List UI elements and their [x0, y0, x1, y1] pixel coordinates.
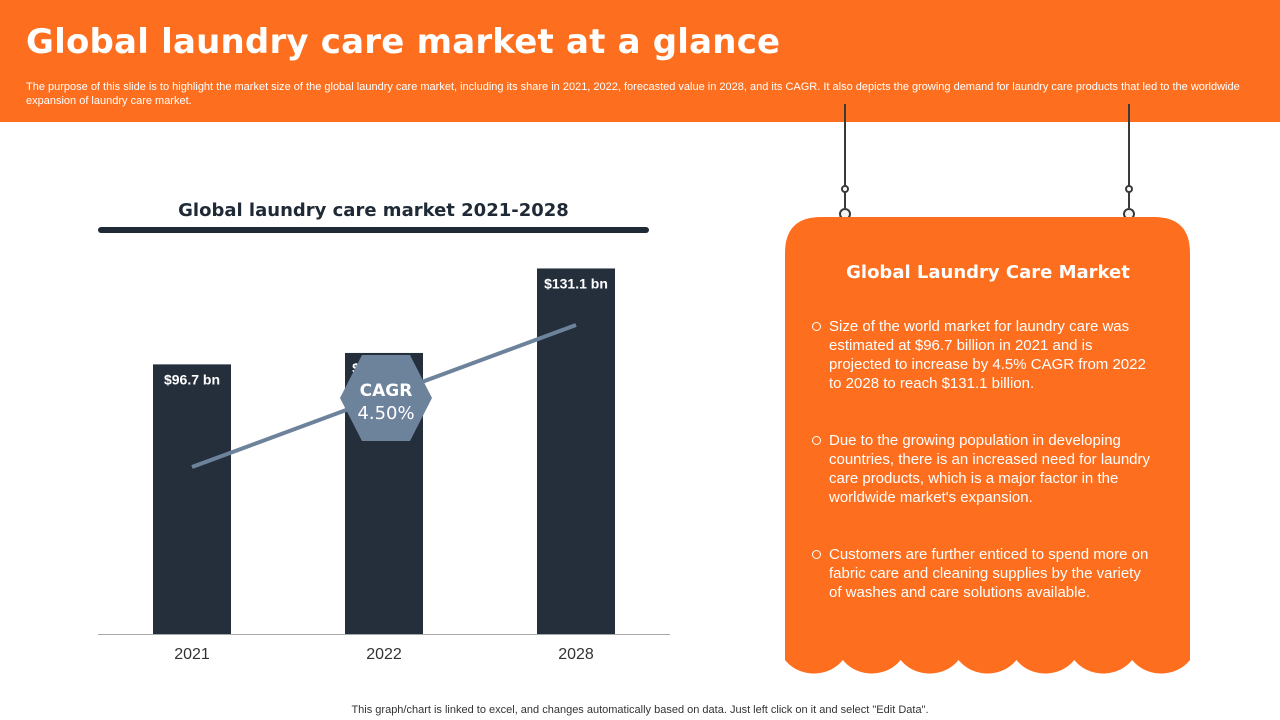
- cagr-badge: [340, 355, 432, 441]
- cagr-value: 4.50%: [357, 403, 414, 424]
- panel-bullet-text: Due to the growing population in develop…: [829, 432, 1151, 506]
- chart-title: Global laundry care market 2021-2028: [178, 200, 569, 221]
- x-tick-label-2022: 2022: [366, 646, 402, 663]
- info-panel-shape: [785, 217, 1190, 674]
- hanging-string-left-lower: [844, 192, 846, 208]
- hanging-string-right-lower: [1128, 192, 1130, 208]
- circle-bullet-icon: [812, 322, 821, 331]
- data-label-2028: $131.1 bn: [544, 275, 608, 291]
- bar-2028: [537, 268, 615, 634]
- footnote: This graph/chart is linked to excel, and…: [351, 704, 929, 716]
- page-title: Global laundry care market at a glance: [26, 22, 781, 62]
- cagr-label: CAGR: [360, 381, 413, 401]
- panel-bullet: Customers are further enticed to spend m…: [812, 545, 1152, 602]
- bar-2021: [153, 364, 231, 634]
- page-subtitle: The purpose of this slide is to highligh…: [26, 81, 1240, 107]
- x-tick-label-2021: 2021: [174, 646, 210, 663]
- circle-bullet-icon: [812, 436, 821, 445]
- hanging-string-left: [844, 104, 846, 186]
- data-label-2021: $96.7 bn: [164, 371, 220, 387]
- chart-title-underline: [98, 227, 649, 233]
- circle-bullet-icon: [812, 550, 821, 559]
- header-banner: Global laundry care market at a glance T…: [0, 0, 1280, 122]
- x-tick-label-2028: 2028: [558, 646, 594, 663]
- panel-bullet-text: Size of the world market for laundry car…: [829, 318, 1146, 392]
- panel-bullet-text: Customers are further enticed to spend m…: [829, 546, 1149, 601]
- hanging-string-right: [1128, 104, 1130, 186]
- panel-title: Global Laundry Care Market: [846, 262, 1130, 283]
- panel-bullet: Size of the world market for laundry car…: [812, 317, 1152, 393]
- panel-bullet: Due to the growing population in develop…: [812, 431, 1152, 507]
